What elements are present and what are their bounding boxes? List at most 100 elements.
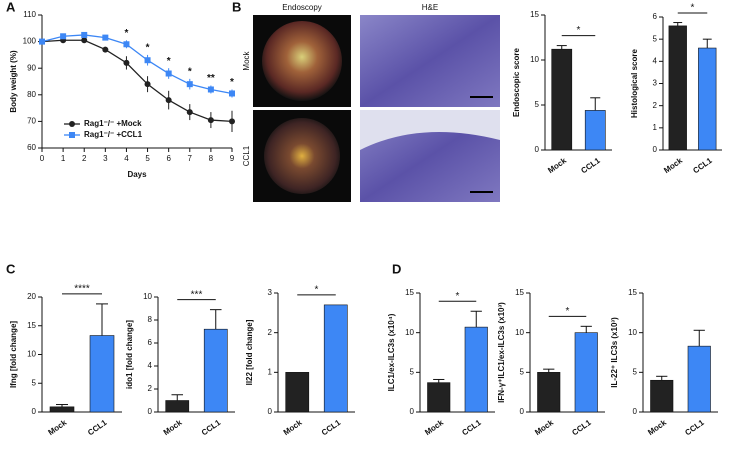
x-tick-label: 2: [82, 154, 87, 163]
y-tick-label: 15: [405, 288, 414, 297]
x-tick-label: CCL1: [691, 156, 714, 176]
y-tick-label: 6: [148, 338, 153, 347]
endoscopy-lumen: [264, 118, 340, 194]
point: [123, 41, 130, 48]
y-tick-label: 10: [628, 328, 637, 337]
significance-label: *: [577, 25, 581, 36]
x-tick-label: Mock: [282, 418, 304, 437]
y-tick-label: 10: [143, 292, 152, 301]
y-tick-label: 2: [268, 328, 273, 337]
x-tick-label: Mock: [662, 156, 684, 175]
significance-label: *: [315, 285, 319, 296]
y-axis-label: Ifng [fold change]: [9, 321, 18, 388]
y-tick-label: 10: [530, 55, 539, 64]
point: [39, 38, 45, 45]
y-axis-label: ILC1/ex-ILC3s (x10⁴): [387, 313, 396, 391]
y-tick-label: 0: [148, 407, 153, 416]
point: [102, 34, 109, 41]
y-tick-label: 80: [27, 90, 36, 99]
y-tick-label: 3: [268, 288, 273, 297]
x-tick-label: 5: [145, 154, 150, 163]
y-axis-label: IFN-γ⁺ILC1/ex-ILC3s (x10³): [497, 302, 506, 403]
legend-marker: [69, 121, 75, 127]
row-label: Mock: [242, 50, 251, 70]
bar: [698, 47, 717, 151]
y-tick-label: 10: [405, 328, 414, 337]
y-tick-label: 0: [32, 407, 37, 416]
significance-label: *: [167, 56, 171, 67]
bar: [323, 304, 348, 413]
significance-label: ***: [191, 289, 203, 300]
y-tick-label: 2: [653, 101, 658, 110]
y-tick-label: 20: [27, 292, 36, 301]
panel-label: C: [6, 261, 16, 276]
panel-label: A: [6, 0, 16, 14]
histology-images: Endoscopy H&E Mock CCL1: [242, 3, 500, 202]
y-axis-label: IL-22⁺ ILC3s (x10³): [610, 317, 619, 388]
y-tick-label: 5: [633, 367, 638, 376]
y-tick-label: 15: [628, 288, 637, 297]
point: [207, 117, 214, 124]
bar: [687, 345, 711, 413]
y-tick-label: 6: [653, 12, 658, 21]
x-tick-label: Mock: [533, 418, 555, 437]
y-tick-label: 15: [27, 321, 36, 330]
row-label: CCL1: [242, 145, 251, 166]
point: [60, 33, 67, 40]
x-tick-label: CCL1: [86, 418, 109, 438]
y-tick-label: 5: [653, 34, 658, 43]
panel-label: D: [392, 261, 401, 276]
y-tick-label: 4: [148, 361, 153, 370]
y-tick-label: 10: [27, 350, 36, 359]
y-tick-label: 0: [268, 407, 273, 416]
y-tick-label: 4: [653, 56, 658, 65]
y-tick-label: 5: [535, 100, 540, 109]
x-tick-label: CCL1: [460, 418, 483, 438]
y-tick-label: 70: [27, 117, 36, 126]
x-tick-label: 4: [124, 154, 129, 163]
x-tick-label: Mock: [46, 418, 68, 437]
y-tick-label: 1: [653, 123, 658, 132]
point: [123, 59, 130, 66]
column-label: H&E: [422, 3, 438, 12]
legend-label: Rag1⁻/⁻ +CCL1: [84, 130, 143, 139]
bar: [537, 372, 561, 413]
y-tick-label: 3: [653, 79, 658, 88]
y-axis-label: ido1 [fold change]: [125, 320, 134, 389]
point: [81, 37, 88, 44]
y-tick-label: 15: [515, 288, 524, 297]
x-tick-label: CCL1: [200, 418, 223, 438]
y-tick-label: 8: [148, 315, 153, 324]
y-axis-label: Endoscopic score: [512, 48, 521, 117]
y-axis-label: Histological score: [630, 49, 639, 118]
bar: [165, 400, 190, 413]
he-image: [360, 15, 500, 107]
y-tick-label: 0: [520, 407, 525, 416]
legend-label: Rag1⁻/⁻ +Mock: [84, 119, 142, 128]
significance-label: *: [124, 28, 128, 39]
y-tick-label: 100: [23, 37, 37, 46]
y-tick-label: 5: [520, 367, 525, 376]
column-label: Endoscopy: [282, 3, 322, 12]
x-tick-label: CCL1: [579, 156, 602, 176]
point: [165, 70, 172, 77]
x-tick-label: 9: [230, 154, 235, 163]
significance-label: ****: [74, 284, 90, 295]
y-tick-label: 0: [535, 145, 540, 154]
x-tick-label: 8: [209, 154, 214, 163]
y-tick-label: 10: [515, 328, 524, 337]
y-tick-label: 0: [633, 407, 638, 416]
bar: [203, 328, 228, 413]
point: [144, 57, 151, 64]
x-tick-label: Mock: [162, 418, 184, 437]
point: [102, 46, 109, 53]
significance-label: *: [146, 43, 150, 54]
point: [186, 81, 193, 88]
endoscopy-lumen: [262, 21, 342, 101]
series-line: [41, 34, 233, 95]
bar: [285, 372, 310, 413]
x-tick-label: Mock: [646, 418, 668, 437]
x-tick-label: Mock: [423, 418, 445, 437]
bar: [574, 332, 598, 413]
